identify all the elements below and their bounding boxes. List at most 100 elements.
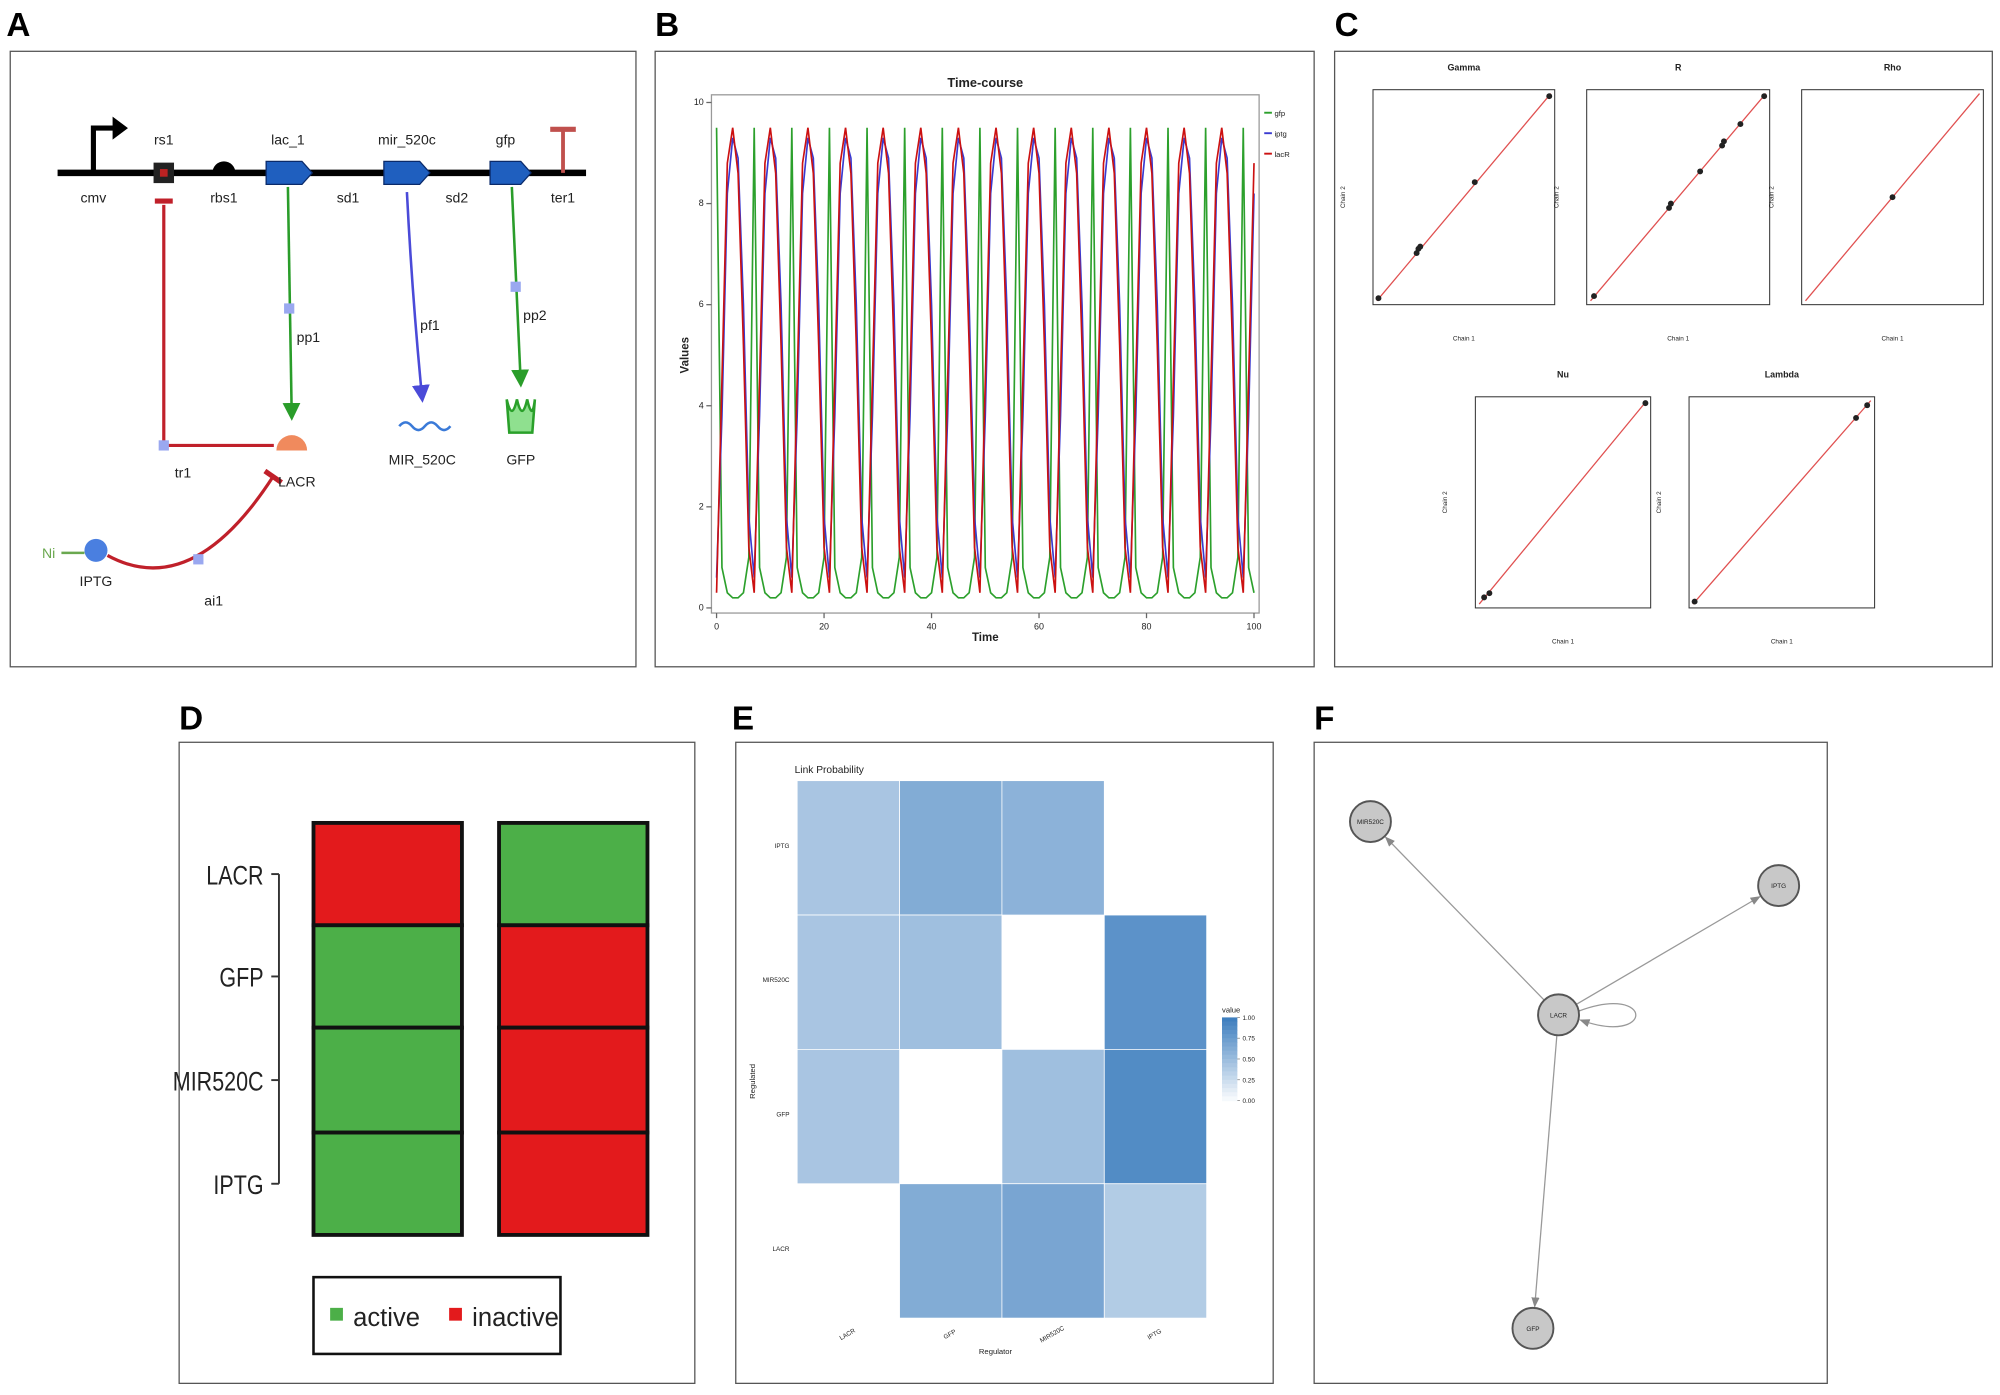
- y-tick-label: 8: [699, 198, 704, 208]
- colorbar-step: [1222, 1042, 1238, 1048]
- panel-label: C: [1335, 7, 1359, 44]
- y-axis-label: Chain 2: [1769, 186, 1776, 208]
- heat-cell: [1103, 1183, 1208, 1319]
- heat-cell: [1001, 1049, 1105, 1185]
- x-tick-label: 80: [1142, 622, 1152, 632]
- chart-title: R: [1675, 63, 1682, 73]
- node: [1511, 1306, 1555, 1350]
- node-label: LACR: [1550, 1012, 1567, 1019]
- colorbar-step: [1222, 1071, 1238, 1077]
- panel-frame: [654, 50, 1315, 668]
- identity-line: [1478, 400, 1648, 605]
- node-label: GFP: [1526, 1326, 1539, 1333]
- series-line: [715, 127, 1255, 593]
- edge: [1575, 896, 1761, 1006]
- chart-title: Rho: [1884, 63, 1902, 73]
- row-label: MIR520C: [173, 1067, 264, 1097]
- y-axis-label: Chain 2: [1554, 186, 1561, 208]
- state-cell: [497, 820, 650, 928]
- x-tick-label: LACR: [839, 1327, 858, 1342]
- point: [1889, 194, 1896, 201]
- heat-cell: [899, 1183, 1003, 1319]
- part-label: mir_520c: [378, 132, 436, 148]
- reaction-label: pp1: [297, 329, 321, 345]
- panel-frame: [735, 741, 1274, 1385]
- state-cell: [311, 1130, 464, 1237]
- node: [1349, 800, 1392, 844]
- repression: [162, 204, 274, 448]
- heat-cell: [1001, 1183, 1105, 1319]
- y-tick-label: 2: [699, 501, 704, 511]
- x-tick-label: 60: [1034, 622, 1044, 632]
- chart-title: Link Probability: [795, 765, 865, 776]
- state-cell: [311, 1025, 464, 1135]
- gfp-species: [505, 399, 537, 434]
- x-axis-label: Time: [972, 632, 999, 644]
- state-cell: [497, 1025, 650, 1135]
- point: [1737, 121, 1744, 128]
- panel-label: D: [179, 700, 203, 737]
- reaction-node: [284, 303, 295, 314]
- cds: [383, 160, 431, 186]
- part-label: cmv: [81, 189, 107, 205]
- promoter: [90, 125, 116, 173]
- colorbar-step: [1222, 1083, 1238, 1089]
- reaction-label: pp2: [523, 307, 547, 323]
- species-label: IPTG: [80, 573, 113, 589]
- part-label: gfp: [496, 132, 516, 148]
- colorbar-step: [1222, 1088, 1238, 1093]
- colorbar-step: [1222, 1067, 1238, 1073]
- reaction-label: pf1: [420, 317, 440, 333]
- colorbar-step: [1222, 1034, 1238, 1039]
- legend-title: value: [1222, 1005, 1240, 1014]
- colorbar-label: 0.00: [1242, 1098, 1255, 1105]
- state-cell: [311, 923, 464, 1030]
- x-tick-label: 40: [927, 622, 937, 632]
- inhibition: [106, 476, 274, 570]
- legend-label: iptg: [1274, 129, 1286, 138]
- point: [1697, 168, 1704, 175]
- colorbar-step: [1222, 1058, 1238, 1064]
- row-label: GFP: [219, 963, 263, 993]
- colorbar-step: [1222, 1021, 1238, 1027]
- panel-frame: [1333, 50, 1993, 668]
- y-tick-label: 4: [699, 400, 704, 410]
- point: [1691, 598, 1698, 605]
- part-label: sd1: [337, 189, 360, 205]
- node: [1757, 864, 1801, 908]
- y-axis-label: Regulated: [748, 1064, 757, 1099]
- heat-cell: [899, 780, 1003, 916]
- heat-cell: [796, 780, 900, 916]
- x-tick-label: 100: [1247, 622, 1262, 632]
- chart-title: Time-course: [947, 75, 1023, 90]
- colorbar-label: 0.75: [1242, 1036, 1255, 1043]
- colorbar-step: [1222, 1054, 1238, 1060]
- x-axis-label: Chain 1: [1552, 639, 1574, 646]
- colorbar-step: [1222, 1050, 1238, 1056]
- production-arrow: [405, 191, 430, 403]
- point: [1864, 402, 1871, 409]
- part-label: rs1: [154, 132, 174, 148]
- colorbar-step: [1222, 1096, 1238, 1102]
- identity-line: [1376, 93, 1552, 302]
- genetic-circuit: cmv rs1 rbs1 lac_1 sd1 mir_520c sd2 gfp …: [42, 116, 587, 608]
- inhibition-bar: [263, 468, 283, 485]
- chart-title: Gamma: [1447, 63, 1481, 73]
- chart-title: Nu: [1557, 370, 1569, 380]
- colorbar-step: [1222, 1092, 1238, 1098]
- reaction-node: [158, 440, 169, 451]
- y-tick-label: IPTG: [775, 843, 790, 850]
- reaction-node: [510, 281, 521, 292]
- heat-cell: [796, 1049, 900, 1185]
- plot-frame: [1801, 89, 1984, 306]
- point: [1591, 293, 1597, 300]
- self-loop: [1578, 1003, 1637, 1028]
- lacr-species: [276, 435, 308, 451]
- x-tick-label: 20: [819, 622, 829, 632]
- panel-label: A: [6, 7, 30, 44]
- promoter-arrow: [112, 116, 128, 140]
- y-tick-label: MIR520C: [763, 977, 790, 984]
- legend-label: gfp: [1274, 109, 1285, 118]
